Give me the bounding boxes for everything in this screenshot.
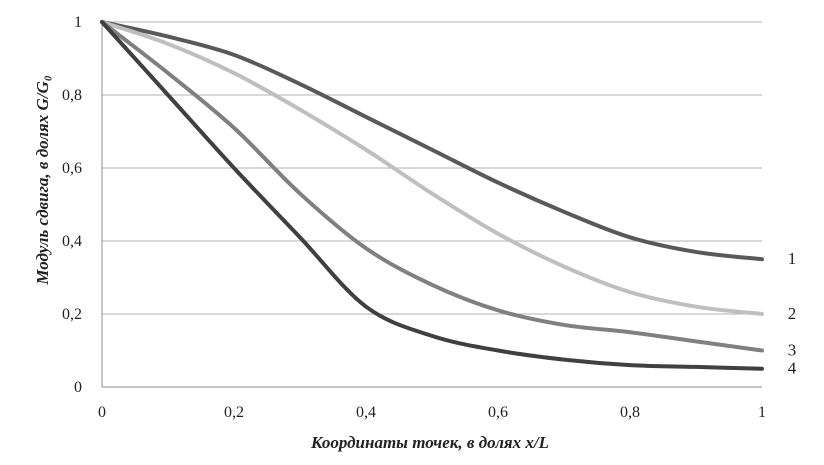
series-label-1: 1 (788, 249, 797, 268)
series-line-1 (100, 20, 764, 262)
y-axis: 0 0,2 0,4 0,6 0,8 1 (62, 14, 82, 396)
series-label-2: 2 (788, 304, 797, 323)
y-tick-label: 0,4 (62, 233, 82, 250)
x-axis-title: Координаты точек, в долях x/L (310, 433, 549, 452)
series-line-2 (100, 20, 764, 316)
x-tick-label: 0,8 (620, 404, 640, 421)
series-label-3: 3 (788, 340, 797, 359)
y-tick-label: 1 (74, 14, 82, 31)
y-tick-label: 0,2 (62, 306, 82, 323)
x-tick-label: 0,6 (488, 404, 508, 421)
series-line-3 (100, 20, 764, 353)
x-tick-label: 0 (98, 404, 106, 421)
y-axis-title: Модуль сдвига, в долях G/G₀ (33, 75, 52, 285)
x-axis: 0 0,2 0,4 0,6 0,8 1 (98, 404, 766, 421)
grid (101, 21, 762, 388)
y-tick-label: 0,8 (62, 87, 82, 104)
series-group (100, 20, 764, 371)
series-label-4: 4 (788, 359, 797, 378)
y-tick-label: 0,6 (62, 160, 82, 177)
x-tick-label: 1 (758, 404, 766, 421)
series-line-4 (100, 20, 764, 371)
y-tick-label: 0 (74, 379, 82, 396)
legend: 1 2 34 (788, 249, 797, 378)
x-tick-label: 0,4 (356, 404, 376, 421)
x-tick-label: 0,2 (224, 404, 244, 421)
